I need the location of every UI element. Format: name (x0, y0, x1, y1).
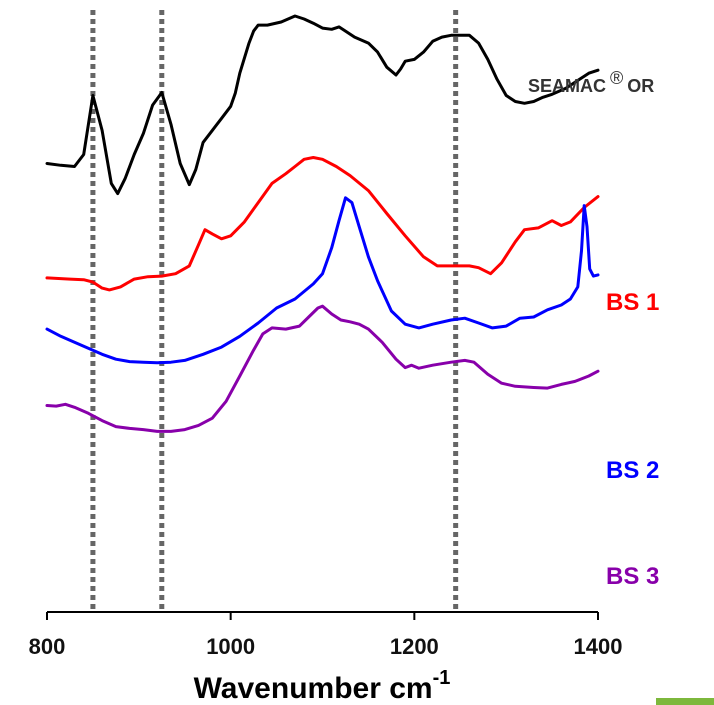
series-label-bs-3: BS 3 (606, 563, 659, 590)
x-tick-label-800: 800 (29, 634, 66, 659)
series-line-seamac (45, 14, 600, 196)
x-axis: 800 1000 1200 1400 (29, 611, 623, 659)
x-tick-label-1400: 1400 (574, 634, 623, 659)
reference-lines (90, 10, 459, 612)
corner-accent-bar (656, 698, 714, 705)
x-tick-label-1000: 1000 (206, 634, 255, 659)
x-tick-label-1200: 1200 (390, 634, 439, 659)
series-label-bs-1: BS 1 (606, 289, 659, 316)
series-line-bs-1 (45, 156, 600, 292)
series-layer (45, 14, 600, 433)
series-line-bs-3 (45, 304, 600, 433)
series-label-bs-2: BS 2 (606, 457, 659, 484)
x-axis-title: Wavenumber cm-1 (194, 667, 451, 705)
series-line-bs-2 (45, 196, 600, 365)
x-axis-title-text: Wavenumber cm (194, 672, 433, 705)
series-label-seamac: SEAMAC ® OR (528, 68, 654, 96)
series-labels: SEAMAC ® OR BS 1 BS 2 BS 3 (528, 68, 659, 590)
x-axis-title-superscript: -1 (433, 667, 451, 689)
